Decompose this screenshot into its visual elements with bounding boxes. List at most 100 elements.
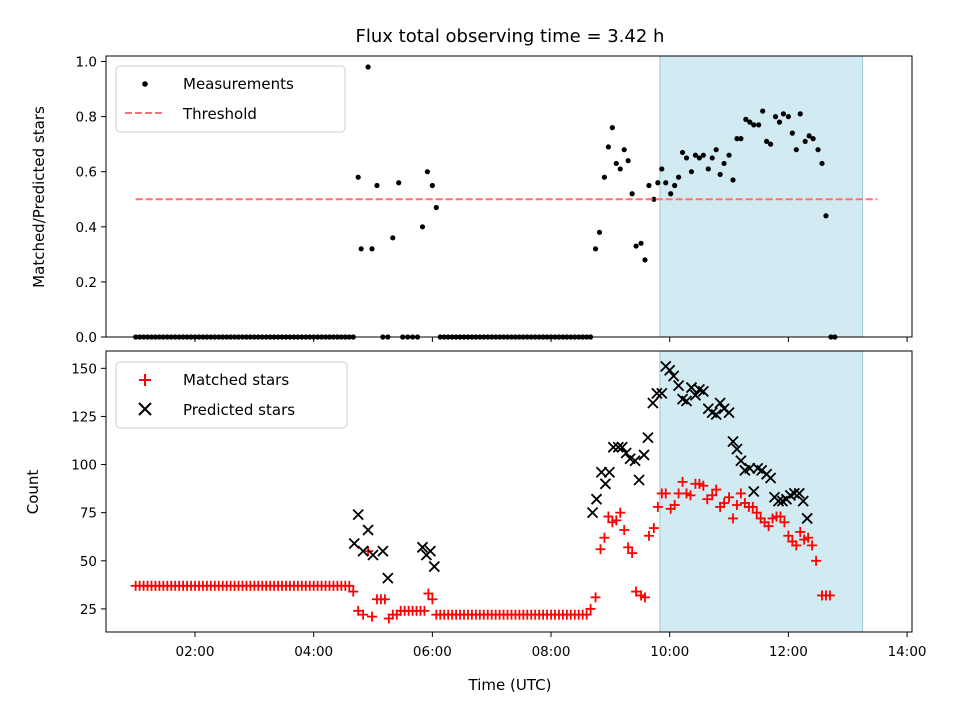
measurements-point — [596, 229, 603, 235]
matched-stars-point — [590, 592, 601, 603]
matched-stars-point — [427, 594, 438, 605]
measurements-point — [730, 177, 736, 183]
predicted-stars-point — [651, 387, 663, 399]
predicted-stars-point — [586, 507, 599, 519]
matched-stars-point — [751, 507, 762, 518]
measurements-point — [655, 180, 661, 186]
matched-stars-point — [763, 521, 774, 532]
chart-title: Flux total observing time = 3.42 h — [356, 26, 665, 47]
measurements-point — [355, 174, 361, 180]
measurements-point — [713, 147, 719, 153]
x-tick-label: 10:00 — [650, 644, 689, 660]
predicted-stars-point — [424, 545, 437, 557]
measurements-point — [688, 169, 695, 175]
top-legend: Measurements Threshold — [115, 65, 346, 133]
measurements-point — [659, 166, 665, 172]
measurements-point — [683, 155, 690, 161]
measurements-point — [734, 136, 740, 142]
top-observing-window-shade — [659, 55, 864, 338]
measurements-point — [663, 180, 669, 186]
measurements-point — [743, 116, 749, 122]
predicted-stars-point — [357, 545, 369, 557]
measurements-point — [365, 64, 371, 70]
predicted-stars-point — [352, 508, 364, 521]
predicted-stars-point — [607, 441, 619, 453]
bottom-x-axis: 02:00 04:00 06:00 08:00 10:00 12:00 14:00 — [176, 632, 927, 660]
measurements-point — [617, 166, 623, 172]
measurements-point — [621, 147, 627, 153]
top-y-tick-label: 0.2 — [76, 275, 97, 291]
top-panel: 0.0 0.2 0.4 0.6 0.8 1.0 Matched/Predicted sta… — [30, 55, 913, 346]
top-y-axis: 0.0 0.2 0.4 0.6 0.8 1.0 — [76, 55, 106, 346]
matched-stars-point — [724, 492, 735, 503]
predicted-stars-point — [672, 380, 685, 392]
bottom-y-axis-label: Count — [24, 470, 42, 515]
predicted-stars-point — [603, 466, 616, 478]
bottom-y-tick-label: 125 — [71, 409, 97, 425]
measurements-point — [625, 158, 631, 164]
measurements-point — [358, 246, 364, 252]
measurements-point — [396, 180, 402, 186]
x-tick-label: 02:00 — [176, 644, 215, 660]
legend-predicted-label: Predicted stars — [183, 401, 295, 419]
matched-stars-point — [779, 517, 790, 528]
matched-stars-point — [731, 499, 742, 510]
predicted-stars-point — [801, 512, 813, 525]
measurements-point — [776, 119, 783, 125]
measurements-point — [721, 160, 727, 167]
matched-stars-point — [611, 515, 622, 526]
top-y-axis-label: Matched/Predicted stars — [30, 106, 48, 288]
measurements-point — [696, 155, 702, 161]
x-tick-label: 08:00 — [532, 644, 571, 660]
x-tick-label: 04:00 — [294, 644, 333, 660]
bottom-panel: 25 50 75 100 125 150 02:00 04:00 06:00 08:00 10:0… — [24, 350, 927, 694]
measurements-point — [819, 160, 825, 167]
bottom-y-axis: 25 50 75 100 125 150 — [71, 361, 106, 618]
matched-stars-point — [775, 511, 786, 522]
bottom-legend: Matched stars Predicted stars — [115, 361, 348, 429]
legend-matched-marker — [139, 374, 151, 386]
top-y-tick-label: 0.8 — [76, 110, 97, 126]
predicted-stars-point — [656, 387, 668, 399]
predicted-stars-point — [367, 549, 379, 561]
matched-stars-point — [603, 511, 614, 522]
predicted-stars-point — [382, 572, 394, 584]
measurements-point — [751, 122, 757, 128]
matched-stars-point — [348, 586, 359, 597]
bottom-y-tick-label: 100 — [71, 458, 97, 474]
measurements-point — [764, 138, 770, 145]
measurements-point — [780, 111, 787, 117]
matched-stars-point — [719, 498, 730, 509]
matched-stars-point — [627, 548, 638, 559]
matched-stars-point — [643, 530, 654, 541]
matched-stars-point — [711, 484, 722, 495]
matched-stars-point — [581, 609, 592, 620]
predicted-stars-point — [633, 474, 645, 486]
top-legend-box — [115, 65, 346, 133]
measurements-point — [651, 196, 657, 202]
matched-stars-point — [367, 611, 378, 622]
measurements-point — [374, 182, 380, 189]
predicted-stars-point — [642, 431, 654, 444]
predicted-stars-point — [710, 408, 722, 421]
predicted-stars-point — [764, 472, 777, 484]
matched-stars-point — [727, 513, 738, 524]
bottom-axes-frame — [105, 350, 913, 633]
predicted-stars-point — [680, 395, 693, 407]
matched-stars-point — [803, 532, 814, 543]
bottom-y-tick-label: 25 — [80, 602, 97, 618]
measurements-point — [802, 138, 808, 145]
matched-stars-point — [811, 555, 822, 566]
matched-stars-point — [595, 544, 606, 555]
top-y-tick-label: 0.6 — [76, 165, 97, 181]
predicted-stars-point — [428, 560, 440, 573]
measurements-point — [679, 149, 686, 156]
matched-stars-point — [747, 501, 758, 512]
bottom-y-tick-label: 50 — [80, 554, 97, 570]
matched-stars-point — [599, 532, 610, 543]
measurements-point — [601, 174, 608, 180]
bottom-plot-area — [130, 360, 835, 624]
measurements-point — [668, 191, 674, 197]
bottom-y-tick-label: 75 — [80, 506, 97, 522]
